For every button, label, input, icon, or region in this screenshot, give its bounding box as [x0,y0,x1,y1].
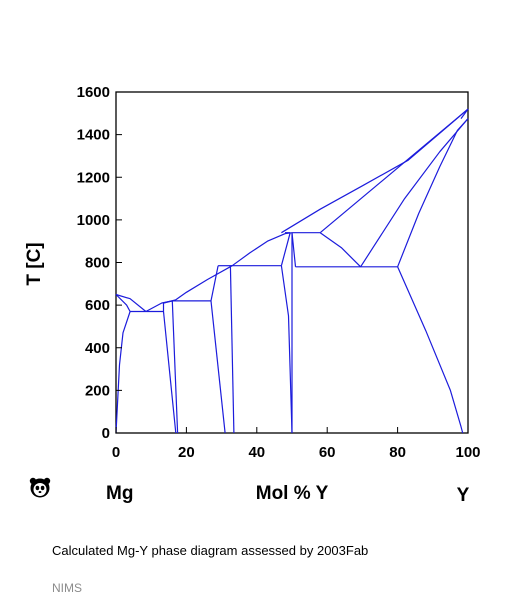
phase-boundary-7 [115,311,131,434]
phase-boundary-27 [319,108,469,234]
x-left-label-mg: Mg [106,483,133,504]
figure-caption: Calculated Mg-Y phase diagram assessed b… [52,543,369,558]
phase-boundary-30 [397,266,464,434]
y-tick-label: 0 [102,425,110,442]
phase-boundary-31 [460,108,469,119]
y-axis-title: T [C] [24,242,45,285]
phase-boundary-23 [291,232,297,267]
phase-boundary-6 [281,108,469,234]
x-axis: 0 20 40 60 80 100 [112,427,481,461]
phase-boundary-12 [171,300,179,434]
y-tick-label: 200 [85,382,110,399]
x-tick-label: 80 [389,444,406,461]
phase-boundary-19 [280,232,291,266]
y-tick-label: 1200 [77,169,110,186]
x-right-label-y: Y [457,485,470,506]
phase-boundary-5 [231,232,293,267]
phase-boundaries [115,108,469,434]
phase-boundary-11 [163,300,173,304]
y-tick-label: 800 [85,255,110,272]
phase-boundary-15 [210,300,226,434]
phase-boundary-21 [280,265,293,434]
x-tick-label: 20 [178,444,195,461]
x-tick-label: 60 [319,444,336,461]
y-tick-label: 600 [85,297,110,314]
phase-boundary-3 [145,300,173,313]
phase-boundary-28 [360,118,469,268]
source-credit: NIMS [52,581,82,595]
x-tick-label: 40 [248,444,265,461]
phase-boundary-2 [115,293,147,312]
phase-boundary-10 [162,311,177,434]
y-tick-label: 1400 [77,127,110,144]
y-tick-label: 1600 [77,84,110,101]
x-axis-title: Mol % Y [256,483,329,504]
y-axis: 0 200 400 600 800 1000 1200 1400 1600 [77,84,122,442]
x-tick-label: 0 [112,444,120,461]
phase-boundary-4 [163,265,233,304]
y-tick-label: 400 [85,340,110,357]
phase-boundary-17 [229,265,235,434]
phase-boundary-1 [115,294,131,312]
phase-boundary-29 [397,118,469,268]
panda-logo-icon [29,477,51,498]
y-tick-label: 1000 [77,212,110,229]
plot-area: 0 200 400 600 800 1000 1200 1400 1600 0 20 40 60 80 1… [77,84,481,461]
phase-boundary-14 [210,265,219,302]
phase-boundary-26 [319,232,362,268]
x-tick-label: 100 [455,444,480,461]
